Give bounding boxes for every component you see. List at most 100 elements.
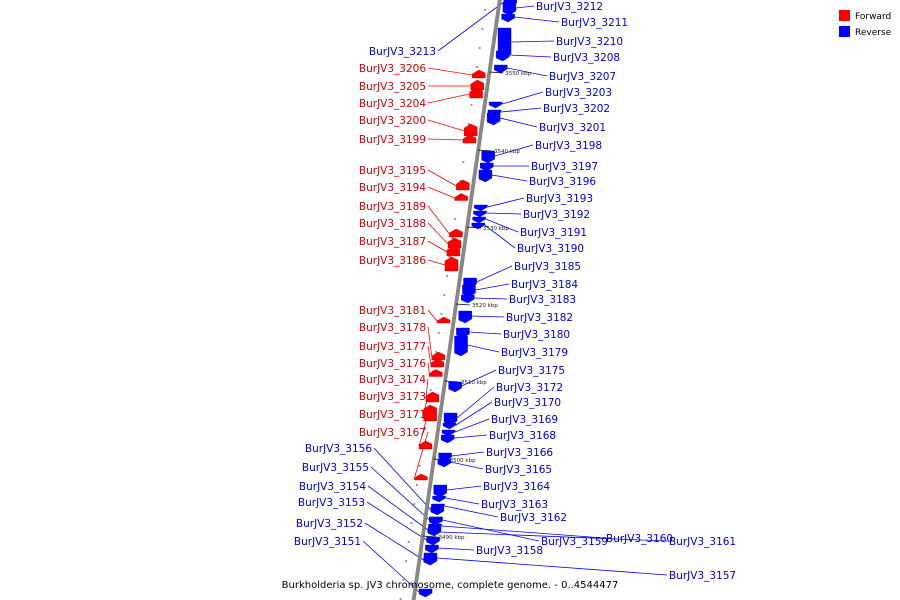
gene-feature-burjv3-3181[interactable] <box>436 316 451 324</box>
gene-label-burjv3-3175[interactable]: BurJV3_3175 <box>498 365 565 377</box>
gene-feature-burjv3-3197[interactable] <box>480 162 494 172</box>
gene-label-burjv3-3213[interactable]: BurJV3_3213 <box>369 46 436 58</box>
gene-label-burjv3-3205[interactable]: BurJV3_3205 <box>359 81 426 93</box>
gene-label-burjv3-3181[interactable]: BurJV3_3181 <box>359 305 426 317</box>
gene-feature-burjv3-3201[interactable] <box>486 112 501 126</box>
gene-feature-burjv3-3191[interactable] <box>472 216 486 224</box>
gene-feature-burjv3-3195[interactable] <box>456 179 470 191</box>
gene-label-burjv3-3154[interactable]: BurJV3_3154 <box>299 481 366 493</box>
gene-label-burjv3-3183[interactable]: BurJV3_3183 <box>509 294 576 306</box>
gene-feature-burjv3-3176[interactable] <box>429 369 443 377</box>
gene-feature-burjv3-3158[interactable] <box>425 544 439 554</box>
gene-feature-burjv3-3206[interactable] <box>472 69 486 79</box>
gene-label-burjv3-3173[interactable]: BurJV3_3173 <box>359 391 426 403</box>
gene-label-burjv3-3161[interactable]: BurJV3_3161 <box>669 536 736 548</box>
gene-label-burjv3-3206[interactable]: BurJV3_3206 <box>359 63 426 75</box>
gene-feature-burjv3-3200[interactable] <box>464 123 478 137</box>
gene-feature-burjv3-3193[interactable] <box>474 204 488 212</box>
gene-feature-burjv3-3164[interactable] <box>433 484 447 498</box>
gene-label-burjv3-3160[interactable]: BurJV3_3160 <box>606 533 673 545</box>
gene-label-burjv3-3202[interactable]: BurJV3_3202 <box>543 103 610 115</box>
gene-feature-burjv3-3194[interactable] <box>454 193 468 201</box>
gene-label-burjv3-3152[interactable]: BurJV3_3152 <box>296 518 363 530</box>
gene-label-burjv3-3194[interactable]: BurJV3_3194 <box>359 182 426 194</box>
gene-label-burjv3-3163[interactable]: BurJV3_3163 <box>481 499 548 511</box>
gene-label-burjv3-3201[interactable]: BurJV3_3201 <box>539 122 606 134</box>
gene-label-burjv3-3210[interactable]: BurJV3_3210 <box>556 36 623 48</box>
gene-feature-burjv3-3177[interactable] <box>430 358 445 368</box>
gene-label-burjv3-3185[interactable]: BurJV3_3185 <box>514 261 581 273</box>
gene-label-burjv3-3172[interactable]: BurJV3_3172 <box>496 382 563 394</box>
gene-feature-burjv3-3190[interactable] <box>471 222 485 230</box>
gene-feature-burjv3-3153[interactable] <box>426 536 440 546</box>
gene-label-burjv3-3158[interactable]: BurJV3_3158 <box>476 545 543 557</box>
gene-feature-burjv3-3174[interactable] <box>425 391 440 403</box>
gene-label-burjv3-3193[interactable]: BurJV3_3193 <box>526 193 593 205</box>
gene-feature-burjv3-3156[interactable] <box>430 506 445 516</box>
gene-feature-burjv3-3179[interactable] <box>454 335 468 357</box>
gene-label-burjv3-3208[interactable]: BurJV3_3208 <box>553 52 620 64</box>
gene-label-burjv3-3177[interactable]: BurJV3_3177 <box>359 341 426 353</box>
gene-feature-burjv3-3175[interactable] <box>448 381 462 393</box>
gene-feature-burjv3-3186[interactable] <box>444 256 459 272</box>
gene-feature-burjv3-3155[interactable] <box>429 516 443 526</box>
gene-feature-burjv3-3169[interactable] <box>441 429 456 437</box>
gene-label-burjv3-3159[interactable]: BurJV3_3159 <box>541 536 608 548</box>
gene-feature-burjv3-3183[interactable] <box>461 294 475 304</box>
gene-feature-burjv3-3163[interactable] <box>432 495 446 503</box>
gene-label-burjv3-3156[interactable]: BurJV3_3156 <box>305 443 372 455</box>
gene-label-burjv3-3170[interactable]: BurJV3_3170 <box>494 397 561 409</box>
gene-label-burjv3-3188[interactable]: BurJV3_3188 <box>359 218 426 230</box>
gene-feature-burjv3-3211[interactable] <box>501 13 515 23</box>
gene-feature-burjv3-3168[interactable] <box>440 434 455 444</box>
gene-label-burjv3-3186[interactable]: BurJV3_3186 <box>359 255 426 267</box>
gene-label-burjv3-3182[interactable]: BurJV3_3182 <box>506 312 573 324</box>
gene-feature-burjv3-3188[interactable] <box>447 237 462 249</box>
gene-feature-burjv3-3165[interactable] <box>437 458 451 468</box>
gene-label-burjv3-3166[interactable]: BurJV3_3166 <box>486 447 553 459</box>
gene-feature-burjv3-3178[interactable] <box>431 351 446 361</box>
gene-label-burjv3-3178[interactable]: BurJV3_3178 <box>359 322 426 334</box>
gene-label-burjv3-3157[interactable]: BurJV3_3157 <box>669 570 736 582</box>
gene-label-burjv3-3195[interactable]: BurJV3_3195 <box>359 165 426 177</box>
gene-feature-burjv3-3182[interactable] <box>458 310 472 324</box>
gene-label-burjv3-3197[interactable]: BurJV3_3197 <box>531 161 598 173</box>
gene-label-burjv3-3191[interactable]: BurJV3_3191 <box>520 227 587 239</box>
gene-label-burjv3-3162[interactable]: BurJV3_3162 <box>500 512 567 524</box>
gene-label-burjv3-3196[interactable]: BurJV3_3196 <box>529 176 596 188</box>
gene-label-burjv3-3212[interactable]: BurJV3_3212 <box>536 1 603 13</box>
gene-label-burjv3-3203[interactable]: BurJV3_3203 <box>545 87 612 99</box>
gene-feature-burjv3-3213[interactable] <box>503 0 517 8</box>
gene-feature-burjv3-3170[interactable] <box>442 422 457 430</box>
gene-label-burjv3-3153[interactable]: BurJV3_3153 <box>298 497 365 509</box>
gene-label-burjv3-3192[interactable]: BurJV3_3192 <box>523 209 590 221</box>
gene-label-burjv3-3180[interactable]: BurJV3_3180 <box>503 329 570 341</box>
gene-label-burjv3-3207[interactable]: BurJV3_3207 <box>549 71 616 83</box>
gene-label-burjv3-3204[interactable]: BurJV3_3204 <box>359 98 426 110</box>
gene-feature-burjv3-3207[interactable] <box>494 64 508 74</box>
gene-feature-burjv3-3205[interactable] <box>470 79 484 91</box>
gene-feature-burjv3-3173[interactable] <box>423 404 437 422</box>
gene-feature-burjv3-3192[interactable] <box>473 210 487 218</box>
gene-label-burjv3-3151[interactable]: BurJV3_3151 <box>294 536 361 548</box>
gene-label-burjv3-3211[interactable]: BurJV3_3211 <box>561 17 628 29</box>
gene-label-burjv3-3198[interactable]: BurJV3_3198 <box>535 140 602 152</box>
gene-label-burjv3-3179[interactable]: BurJV3_3179 <box>501 347 568 359</box>
gene-feature-burjv3-3151[interactable] <box>418 588 433 598</box>
gene-feature-burjv3-3152[interactable] <box>423 556 437 566</box>
gene-label-burjv3-3199[interactable]: BurJV3_3199 <box>359 134 426 146</box>
gene-label-burjv3-3187[interactable]: BurJV3_3187 <box>359 236 426 248</box>
gene-feature-burjv3-3199[interactable] <box>462 134 477 144</box>
gene-label-burjv3-3174[interactable]: BurJV3_3174 <box>359 374 426 386</box>
gene-feature-burjv3-3196[interactable] <box>478 169 493 183</box>
gene-feature-burjv3-3154[interactable] <box>427 526 442 536</box>
gene-feature-burjv3-3187[interactable] <box>446 245 461 257</box>
gene-label-burjv3-3171[interactable]: BurJV3_3171 <box>359 409 426 421</box>
gene-label-burjv3-3176[interactable]: BurJV3_3176 <box>359 358 426 370</box>
gene-label-burjv3-3190[interactable]: BurJV3_3190 <box>517 243 584 255</box>
gene-label-burjv3-3168[interactable]: BurJV3_3168 <box>489 430 556 442</box>
gene-label-burjv3-3167[interactable]: BurJV3_3167 <box>359 427 426 439</box>
gene-feature-burjv3-3203[interactable] <box>488 101 503 109</box>
gene-feature-burjv3-3198[interactable] <box>481 150 495 164</box>
gene-feature-burjv3-3189[interactable] <box>449 228 463 238</box>
